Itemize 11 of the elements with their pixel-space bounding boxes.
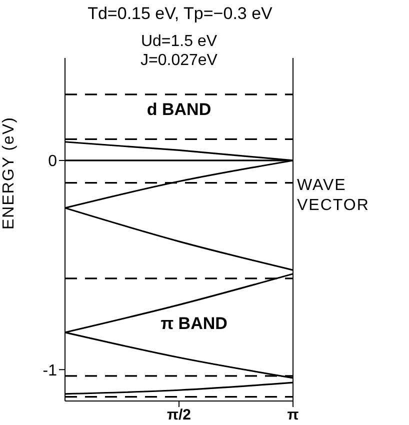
annotation: π BAND (158, 314, 230, 333)
x-axis-title: WAVE VECTOR (297, 176, 370, 216)
y-tick-label: -1 (42, 362, 58, 380)
y-axis-title: ENERGY (eV) (0, 116, 18, 230)
x-tick-label: π/2 (167, 406, 191, 424)
chart-title: Td=0.15 eV, Tp=−0.3 eV (86, 4, 274, 24)
annotation: d BAND (144, 100, 214, 119)
y-tick-label: 0 (48, 153, 58, 170)
annotation: J=0.027eV (138, 52, 220, 69)
x-tick-label: π (287, 406, 300, 424)
text: Ud=1.5 eV (138, 33, 220, 50)
